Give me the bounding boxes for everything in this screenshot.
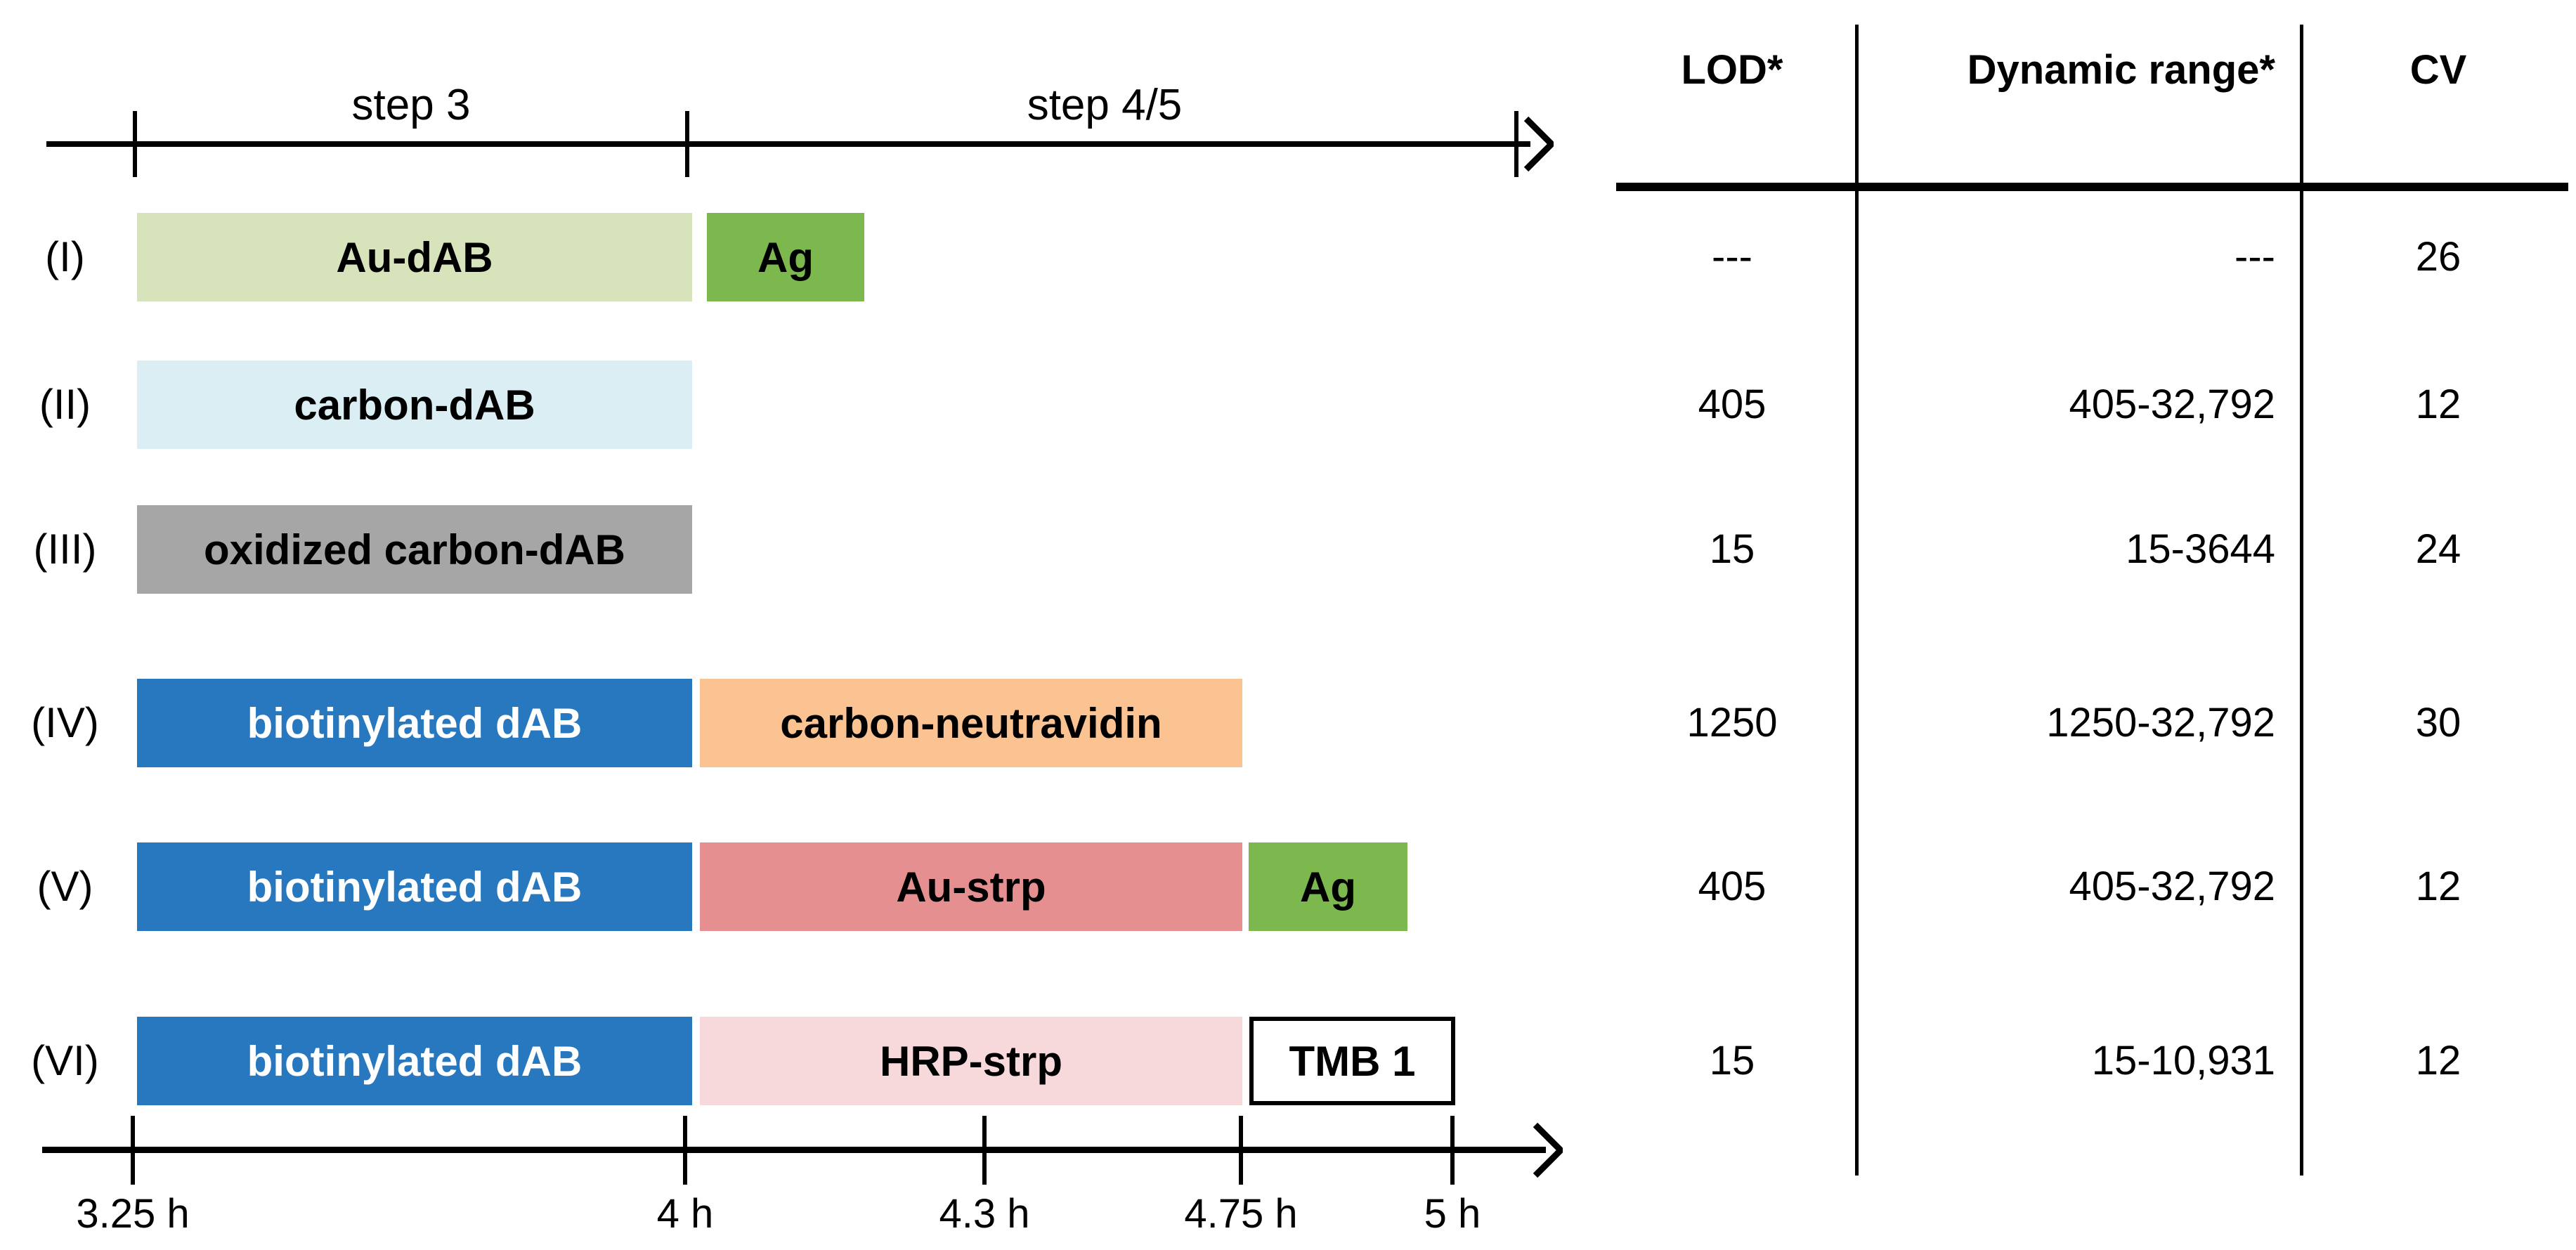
top-axis-line	[46, 141, 1530, 147]
table-header-cv: CV	[2409, 47, 2467, 93]
bottom-axis-arrowhead-icon	[1533, 1123, 1563, 1178]
range-value: 405-32,792	[2069, 864, 2275, 909]
time-label-325h: 3.25 h	[76, 1191, 190, 1237]
reagent-bar-biotinylated-dab: biotinylated dAB	[137, 1017, 692, 1105]
range-value: 15-3644	[2126, 526, 2275, 572]
reagent-bar-biotinylated-dab: biotinylated dAB	[137, 679, 692, 767]
row-numeral: (V)	[37, 863, 93, 910]
bottom-axis-tick-43h	[982, 1116, 987, 1185]
lod-value: ---	[1712, 234, 1752, 280]
range-value: 1250-32,792	[2046, 700, 2275, 746]
top-axis-tick-start	[133, 111, 137, 177]
row-numeral: (VI)	[31, 1037, 99, 1084]
bar-label: biotinylated dAB	[247, 863, 583, 911]
assay-row-4: (IV) biotinylated dAB carbon-neutravidin	[0, 679, 1616, 767]
assay-row-1: (I) Au-dAB Ag	[0, 213, 1616, 301]
reagent-box-tmb1: TMB 1	[1249, 1017, 1455, 1105]
range-value: ---	[2235, 234, 2275, 280]
step45-label: step 4/5	[1027, 81, 1183, 129]
cv-value: 12	[2415, 1038, 2461, 1083]
lod-value: 15	[1709, 1038, 1755, 1083]
row-numeral: (II)	[39, 381, 91, 428]
cv-value: 12	[2415, 864, 2461, 909]
assay-row-5: (V) biotinylated dAB Au-strp Ag	[0, 842, 1616, 931]
range-value: 405-32,792	[2069, 382, 2275, 427]
range-value: 15-10,931	[2091, 1038, 2275, 1083]
time-label-43h: 4.3 h	[939, 1191, 1030, 1237]
reagent-bar-ag: Ag	[707, 213, 864, 301]
lod-value: 405	[1698, 864, 1767, 909]
cv-value: 30	[2415, 700, 2461, 746]
bottom-axis-tick-5h	[1450, 1116, 1455, 1185]
cv-value: 26	[2415, 234, 2461, 280]
bar-label: TMB 1	[1289, 1037, 1416, 1085]
bar-label: carbon-dAB	[294, 381, 535, 429]
bar-label: oxidized carbon-dAB	[203, 526, 626, 573]
row-numeral: (III)	[33, 526, 97, 573]
reagent-bar-ag: Ag	[1249, 842, 1407, 931]
step3-label: step 3	[351, 81, 471, 129]
lod-value: 405	[1698, 382, 1767, 427]
table-header-lod: LOD*	[1681, 47, 1783, 93]
lod-value: 1250	[1686, 700, 1778, 746]
bottom-axis-tick-475h	[1239, 1116, 1243, 1185]
cv-value: 24	[2415, 526, 2461, 572]
reagent-bar-biotinylated-dab: biotinylated dAB	[137, 842, 692, 931]
bar-label: HRP-strp	[879, 1037, 1062, 1085]
table-divider-2	[2300, 25, 2303, 1176]
bar-label: Ag	[1300, 863, 1356, 911]
bottom-axis-tick-4h	[683, 1116, 687, 1185]
table-divider-1	[1855, 25, 1859, 1176]
assay-row-2: (II) carbon-dAB	[0, 360, 1616, 449]
table-header-range: Dynamic range*	[1967, 47, 2275, 93]
row-numeral: (I)	[45, 233, 85, 280]
time-label-475h: 4.75 h	[1184, 1191, 1298, 1237]
reagent-bar-au-dab: Au-dAB	[137, 213, 692, 301]
bar-label: Au-dAB	[336, 233, 493, 281]
lod-value: 15	[1709, 526, 1755, 572]
row-numeral: (IV)	[31, 699, 99, 746]
top-axis-arrowhead-icon	[1524, 117, 1554, 171]
bar-label: biotinylated dAB	[247, 1037, 583, 1085]
bar-label: Ag	[757, 233, 814, 281]
top-axis-tick-4h	[685, 111, 689, 177]
bar-label: Au-strp	[896, 863, 1046, 911]
cv-value: 12	[2415, 382, 2461, 427]
time-label-4h: 4 h	[656, 1191, 714, 1237]
reagent-bar-hrp-strp: HRP-strp	[700, 1017, 1242, 1105]
reagent-bar-au-strp: Au-strp	[700, 842, 1242, 931]
bar-label: biotinylated dAB	[247, 699, 583, 747]
bottom-axis-line	[42, 1147, 1546, 1153]
bottom-axis-tick-325h	[131, 1116, 135, 1185]
reagent-bar-carbon-neutravidin: carbon-neutravidin	[700, 679, 1242, 767]
reagent-bar-oxidized-carbon-dab: oxidized carbon-dAB	[137, 505, 692, 594]
bar-label: carbon-neutravidin	[780, 699, 1162, 747]
reagent-bar-carbon-dab: carbon-dAB	[137, 360, 692, 449]
time-label-5h: 5 h	[1424, 1191, 1481, 1237]
table-header-rule	[1616, 183, 2568, 191]
assay-row-3: (III) oxidized carbon-dAB	[0, 505, 1616, 594]
assay-row-6: (VI) biotinylated dAB HRP-strp TMB 1	[0, 1017, 1616, 1105]
top-axis-tick-end	[1514, 111, 1518, 177]
